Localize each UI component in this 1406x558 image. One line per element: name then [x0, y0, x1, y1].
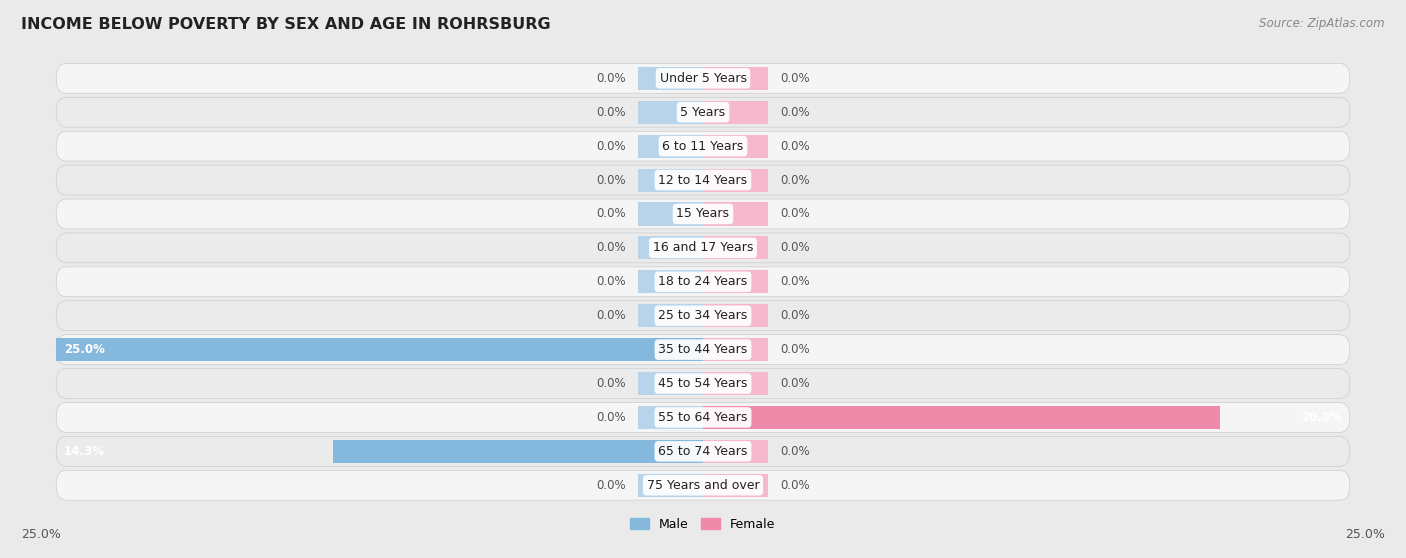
FancyBboxPatch shape [56, 267, 1350, 297]
Text: 0.0%: 0.0% [780, 309, 810, 322]
Bar [333, 440, 703, 463]
Text: 0.0%: 0.0% [780, 445, 810, 458]
Text: Source: ZipAtlas.com: Source: ZipAtlas.com [1260, 17, 1385, 30]
Bar [703, 270, 768, 294]
FancyBboxPatch shape [56, 165, 1350, 195]
Bar [638, 406, 703, 429]
FancyBboxPatch shape [56, 199, 1350, 229]
Bar [703, 203, 768, 225]
Text: 75 Years and over: 75 Years and over [647, 479, 759, 492]
Bar [638, 474, 703, 497]
Text: 0.0%: 0.0% [596, 106, 626, 119]
Legend: Male, Female: Male, Female [626, 513, 780, 536]
Text: 55 to 64 Years: 55 to 64 Years [658, 411, 748, 424]
FancyBboxPatch shape [56, 64, 1350, 93]
FancyBboxPatch shape [56, 369, 1350, 398]
Text: 0.0%: 0.0% [596, 242, 626, 254]
FancyBboxPatch shape [56, 301, 1350, 331]
Text: 0.0%: 0.0% [596, 479, 626, 492]
Text: 0.0%: 0.0% [780, 106, 810, 119]
Text: 25 to 34 Years: 25 to 34 Years [658, 309, 748, 322]
Bar [638, 67, 703, 90]
Bar [638, 100, 703, 124]
Text: 0.0%: 0.0% [596, 140, 626, 153]
Text: INCOME BELOW POVERTY BY SEX AND AGE IN ROHRSBURG: INCOME BELOW POVERTY BY SEX AND AGE IN R… [21, 17, 551, 32]
Bar [56, 338, 703, 361]
Bar [703, 406, 1220, 429]
Bar [638, 270, 703, 294]
Bar [638, 237, 703, 259]
FancyBboxPatch shape [56, 470, 1350, 500]
Text: 14.3%: 14.3% [65, 445, 105, 458]
Text: 65 to 74 Years: 65 to 74 Years [658, 445, 748, 458]
Text: 0.0%: 0.0% [780, 174, 810, 186]
Bar [703, 372, 768, 395]
Text: 0.0%: 0.0% [596, 411, 626, 424]
FancyBboxPatch shape [56, 436, 1350, 466]
Text: 16 and 17 Years: 16 and 17 Years [652, 242, 754, 254]
Text: 0.0%: 0.0% [596, 309, 626, 322]
Text: 0.0%: 0.0% [780, 377, 810, 390]
Text: 0.0%: 0.0% [780, 242, 810, 254]
Text: 0.0%: 0.0% [780, 208, 810, 220]
Bar [703, 338, 768, 361]
Bar [638, 372, 703, 395]
Text: 45 to 54 Years: 45 to 54 Years [658, 377, 748, 390]
Bar [638, 304, 703, 327]
Text: 0.0%: 0.0% [596, 174, 626, 186]
FancyBboxPatch shape [56, 233, 1350, 263]
Text: 25.0%: 25.0% [65, 343, 105, 356]
Text: 25.0%: 25.0% [1346, 528, 1385, 541]
Text: 15 Years: 15 Years [676, 208, 730, 220]
Text: 0.0%: 0.0% [596, 377, 626, 390]
Bar [703, 100, 768, 124]
Bar [703, 304, 768, 327]
Text: 12 to 14 Years: 12 to 14 Years [658, 174, 748, 186]
Bar [703, 169, 768, 191]
Text: 0.0%: 0.0% [780, 72, 810, 85]
Text: Under 5 Years: Under 5 Years [659, 72, 747, 85]
Text: 25.0%: 25.0% [21, 528, 60, 541]
Bar [703, 134, 768, 158]
Bar [638, 169, 703, 191]
Text: 0.0%: 0.0% [596, 275, 626, 288]
Bar [703, 474, 768, 497]
Text: 0.0%: 0.0% [780, 275, 810, 288]
FancyBboxPatch shape [56, 131, 1350, 161]
Text: 0.0%: 0.0% [596, 208, 626, 220]
Text: 0.0%: 0.0% [780, 140, 810, 153]
Text: 6 to 11 Years: 6 to 11 Years [662, 140, 744, 153]
FancyBboxPatch shape [56, 402, 1350, 432]
Text: 35 to 44 Years: 35 to 44 Years [658, 343, 748, 356]
Text: 5 Years: 5 Years [681, 106, 725, 119]
Bar [638, 134, 703, 158]
Text: 0.0%: 0.0% [780, 479, 810, 492]
Bar [703, 440, 768, 463]
Bar [638, 203, 703, 225]
FancyBboxPatch shape [56, 335, 1350, 364]
Text: 18 to 24 Years: 18 to 24 Years [658, 275, 748, 288]
Bar [703, 67, 768, 90]
Text: 0.0%: 0.0% [596, 72, 626, 85]
Bar [703, 237, 768, 259]
Text: 0.0%: 0.0% [780, 343, 810, 356]
Text: 20.0%: 20.0% [1301, 411, 1341, 424]
FancyBboxPatch shape [56, 97, 1350, 127]
